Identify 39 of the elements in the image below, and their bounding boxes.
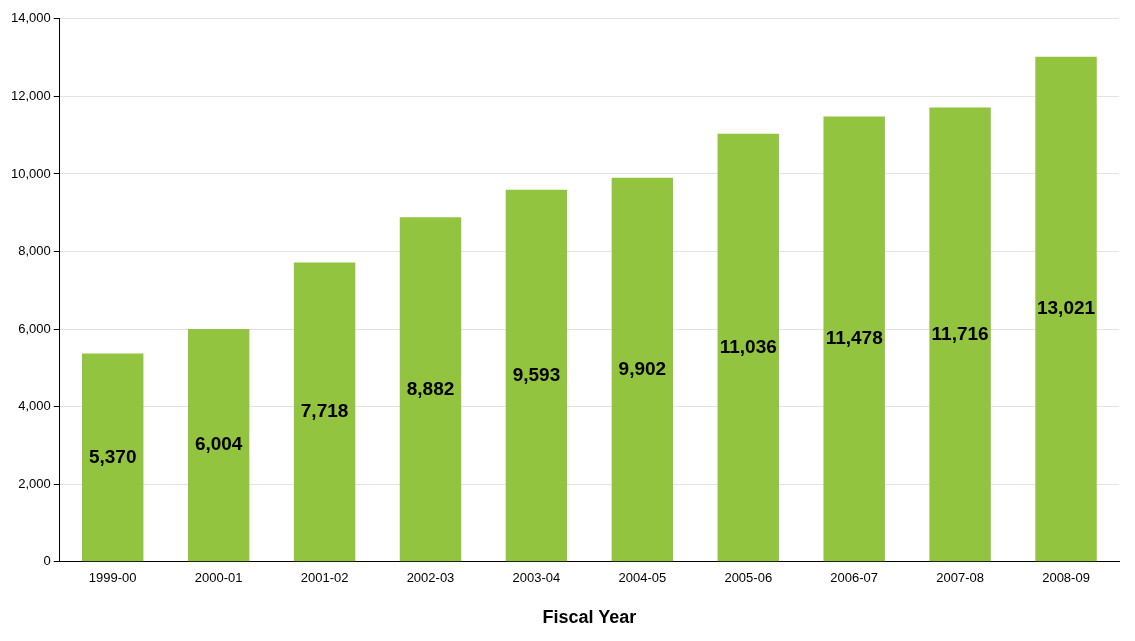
data-label: 11,716 bbox=[931, 322, 989, 344]
y-tick-label: 14,000 bbox=[11, 10, 51, 26]
data-label: 5,370 bbox=[88, 445, 137, 467]
bar bbox=[187, 328, 250, 562]
y-tick-label: 2,000 bbox=[18, 475, 51, 491]
x-tick-label: 2003-04 bbox=[512, 570, 561, 586]
bar bbox=[717, 133, 779, 562]
y-tick-label: 8,000 bbox=[18, 243, 51, 259]
x-tick-label: 2004-05 bbox=[618, 570, 667, 586]
data-label: 13,021 bbox=[1036, 297, 1096, 319]
data-label: 11,036 bbox=[719, 335, 777, 357]
bar bbox=[1035, 56, 1097, 562]
x-tick-label: 2007-08 bbox=[936, 570, 984, 586]
data-label: 7,718 bbox=[300, 400, 349, 422]
bar bbox=[929, 107, 991, 562]
x-tick-label: 2000-01 bbox=[194, 570, 243, 586]
bar bbox=[505, 189, 568, 562]
y-tick-label: 10,000 bbox=[11, 165, 51, 181]
bar bbox=[611, 177, 674, 562]
y-tick-label: 0 bbox=[43, 553, 51, 569]
data-label: 11,478 bbox=[825, 327, 883, 349]
data-label: 9,593 bbox=[512, 363, 561, 385]
x-tick-label: 2002-03 bbox=[406, 570, 455, 586]
data-label: 6,004 bbox=[194, 433, 243, 455]
data-label: 9,902 bbox=[618, 357, 667, 379]
x-tick-label: 1999-00 bbox=[88, 570, 137, 586]
x-tick-label: 2008-09 bbox=[1042, 570, 1090, 586]
bar bbox=[293, 262, 356, 562]
data-label: 8,882 bbox=[406, 377, 455, 399]
bar bbox=[399, 217, 462, 562]
x-axis-title: Fiscal Year bbox=[542, 607, 637, 628]
x-tick-label: 2005-06 bbox=[724, 570, 773, 586]
bar bbox=[82, 353, 144, 562]
x-tick-label: 2001-02 bbox=[300, 570, 349, 586]
y-tick-label: 6,000 bbox=[18, 320, 51, 336]
y-tick-label: 12,000 bbox=[11, 87, 51, 103]
x-tick-label: 2006-07 bbox=[830, 570, 879, 586]
y-tick-label: 4,000 bbox=[18, 398, 51, 414]
bar bbox=[823, 116, 885, 562]
